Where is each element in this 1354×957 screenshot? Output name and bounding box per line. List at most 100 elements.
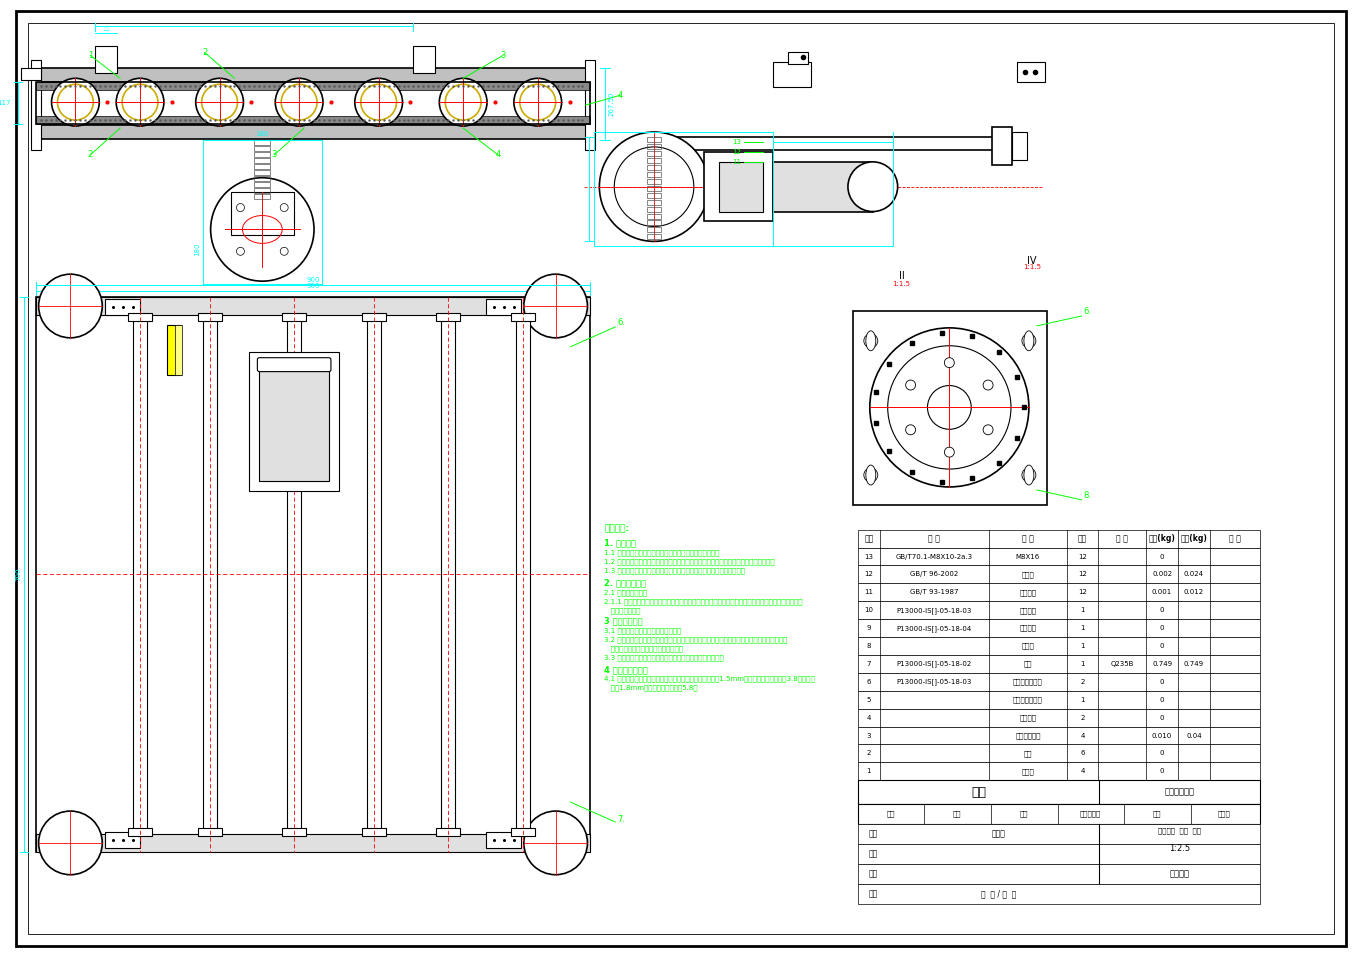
Bar (516, 317, 529, 832)
Text: 0: 0 (1160, 608, 1164, 613)
Text: 13: 13 (864, 553, 873, 560)
Text: 11: 11 (864, 590, 873, 595)
Text: 第  页 / 共  页: 第 页 / 共 页 (980, 889, 1016, 898)
Text: 分区: 分区 (1020, 811, 1028, 817)
Text: 等于1.8mm不大于零拍中心摆距5.8。: 等于1.8mm不大于零拍中心摆距5.8。 (604, 685, 697, 691)
Bar (255, 145, 271, 151)
Bar (858, 824, 1259, 844)
Bar (647, 220, 661, 226)
Bar (773, 162, 873, 211)
Text: 电机固定折弯板: 电机固定折弯板 (1013, 679, 1043, 685)
Bar (858, 530, 1259, 547)
Text: 2: 2 (1080, 679, 1085, 685)
Bar (704, 152, 773, 221)
Text: 5: 5 (867, 697, 871, 702)
Bar (858, 584, 1259, 601)
Text: 1: 1 (1080, 608, 1085, 613)
Bar (647, 165, 661, 169)
Circle shape (906, 380, 915, 390)
Text: P13000-IS[]-05-18-04: P13000-IS[]-05-18-04 (896, 625, 972, 632)
Bar (858, 709, 1259, 726)
Bar (853, 311, 1047, 505)
Bar (35, 82, 590, 124)
Bar (858, 864, 1259, 883)
Text: P13000-IS[]-05-18-02: P13000-IS[]-05-18-02 (896, 660, 972, 667)
Bar (175, 324, 181, 374)
Text: 液育文架结构座: 液育文架结构座 (1013, 697, 1043, 703)
Bar (255, 140, 271, 145)
Circle shape (280, 247, 288, 256)
Bar (367, 317, 380, 832)
Bar (35, 297, 590, 315)
Bar (647, 200, 661, 205)
Bar (129, 313, 152, 321)
Bar (413, 46, 436, 74)
Text: 3: 3 (272, 150, 278, 160)
Circle shape (275, 78, 324, 126)
Circle shape (864, 334, 877, 347)
Bar (1011, 132, 1026, 160)
Text: 2: 2 (202, 48, 207, 57)
Bar (255, 193, 271, 199)
Bar (858, 637, 1259, 655)
Circle shape (944, 447, 955, 457)
Bar (255, 169, 271, 175)
Circle shape (355, 78, 402, 126)
Bar (858, 566, 1259, 584)
Text: 12: 12 (1078, 590, 1087, 595)
Text: 7.: 7. (617, 815, 626, 824)
Circle shape (864, 468, 877, 482)
Text: 2: 2 (88, 150, 93, 160)
Bar (260, 362, 329, 481)
Bar (858, 844, 1259, 864)
Circle shape (211, 178, 314, 281)
Bar (647, 158, 661, 163)
Text: 代 号: 代 号 (929, 534, 941, 544)
Circle shape (524, 812, 588, 875)
Bar (255, 164, 271, 168)
Text: 10: 10 (864, 608, 873, 613)
Bar (249, 352, 338, 491)
Text: 0.749: 0.749 (1183, 661, 1204, 667)
Bar (647, 234, 661, 239)
Text: 横板: 横板 (1024, 750, 1032, 757)
Text: 1: 1 (1080, 625, 1085, 631)
Text: 3: 3 (867, 732, 871, 739)
Bar (20, 68, 41, 80)
Bar (35, 297, 590, 852)
Text: 700: 700 (16, 568, 22, 581)
Text: 3.3 焊接与焊接进中心，工作组连接联整，紧导螺纹合中整。: 3.3 焊接与焊接进中心，工作组连接联整，紧导螺纹合中整。 (604, 654, 724, 660)
Text: GB/T 96-2002: GB/T 96-2002 (910, 571, 959, 577)
Bar (282, 313, 306, 321)
Text: 更改标记  重量  比例: 更改标记 重量 比例 (1158, 828, 1201, 835)
Text: 4: 4 (1080, 732, 1085, 739)
Bar (35, 82, 590, 90)
Text: 6.: 6. (1083, 307, 1091, 316)
Bar (255, 176, 271, 181)
Bar (992, 127, 1011, 165)
Bar (858, 601, 1259, 619)
Bar (203, 317, 217, 832)
Bar (436, 828, 460, 835)
Text: 液育组结配止: 液育组结配止 (1164, 788, 1194, 796)
Text: 12: 12 (1078, 553, 1087, 560)
Text: 图纸: 图纸 (868, 889, 877, 898)
Text: 6: 6 (1080, 750, 1085, 756)
Bar (362, 828, 386, 835)
Circle shape (927, 386, 971, 430)
Text: 0.002: 0.002 (1152, 571, 1173, 577)
Text: 0: 0 (1160, 553, 1164, 560)
Text: 0: 0 (1160, 768, 1164, 774)
Text: 267.50: 267.50 (608, 92, 615, 117)
Text: 3 焊接连接要求: 3 焊接连接要求 (604, 616, 643, 625)
Bar (167, 324, 181, 374)
Circle shape (237, 204, 245, 211)
Text: 工艺: 工艺 (868, 869, 877, 879)
Text: 0: 0 (1160, 697, 1164, 702)
Ellipse shape (1024, 331, 1034, 351)
Text: 0: 0 (1160, 679, 1164, 685)
Text: 2.1 销钉、螺纹联接: 2.1 销钉、螺纹联接 (604, 590, 647, 596)
Bar (773, 62, 811, 87)
Text: 117: 117 (0, 100, 11, 106)
Text: 180: 180 (195, 242, 200, 256)
